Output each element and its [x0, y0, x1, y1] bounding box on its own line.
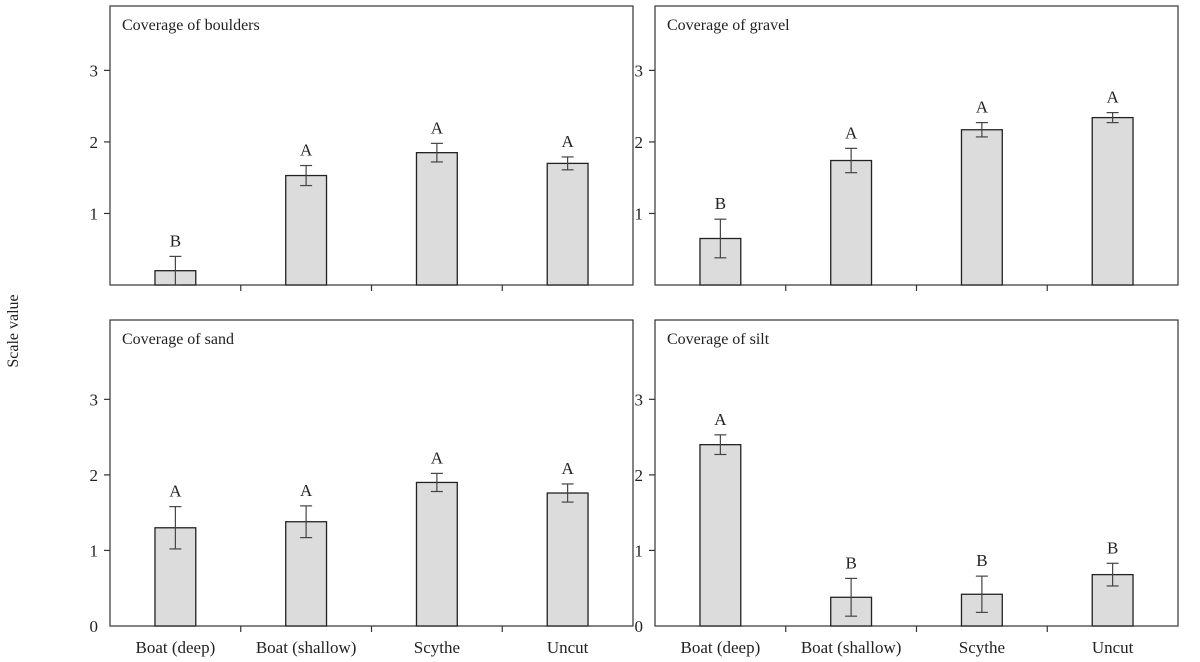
panel-title: Coverage of silt [667, 331, 770, 348]
significance-letter: A [431, 448, 444, 467]
panel-title: Coverage of gravel [667, 17, 790, 34]
x-tick-label: Boat (deep) [680, 638, 760, 657]
significance-letter: A [431, 118, 444, 137]
y-tick-label: 2 [90, 466, 99, 485]
bar [285, 174, 328, 286]
bar [546, 492, 589, 627]
y-tick-label: 0 [635, 617, 644, 636]
y-tick-label: 1 [90, 541, 99, 560]
bar [699, 444, 742, 627]
x-tick-label: Boat (shallow) [256, 638, 357, 657]
panel-title: Coverage of sand [122, 331, 234, 348]
y-tick-label: 1 [635, 204, 644, 223]
y-tick-label: 3 [635, 61, 644, 80]
y-tick-label: 2 [635, 466, 644, 485]
y-tick-label: 1 [90, 204, 99, 223]
bar [960, 129, 1003, 286]
bar [415, 152, 458, 286]
significance-letter: A [714, 410, 727, 429]
chart-panel-4: Coverage of silt 0 1 2 3 A Boat (deep) B Boat (s… [635, 319, 1179, 657]
significance-letter: B [715, 194, 726, 213]
x-tick-label: Scythe [414, 638, 460, 657]
significance-letter: B [976, 551, 987, 570]
significance-letter: A [845, 123, 858, 142]
bar [415, 481, 458, 627]
bar [546, 162, 589, 286]
x-tick-label: Uncut [547, 638, 589, 657]
y-tick-label: 3 [90, 390, 99, 409]
chart-panel-2: Coverage of gravel 1 2 3 B A A A [635, 5, 1179, 291]
significance-letter: A [300, 141, 313, 160]
y-tick-label: 2 [90, 133, 99, 152]
bar [285, 521, 328, 627]
bar [830, 159, 873, 286]
significance-letter: A [561, 459, 574, 478]
x-tick-label: Boat (deep) [135, 638, 215, 657]
chart-panel-1: Coverage of boulders 1 2 3 B A A A [90, 5, 634, 291]
significance-letter: A [1106, 88, 1119, 107]
x-tick-label: Scythe [959, 638, 1005, 657]
significance-letter: B [845, 553, 856, 572]
significance-letter: A [300, 481, 313, 500]
y-tick-label: 2 [635, 133, 644, 152]
significance-letter: B [170, 231, 181, 250]
y-tick-label: 0 [90, 617, 99, 636]
panel-title: Coverage of boulders [122, 17, 260, 34]
y-axis-label: Scale value [5, 294, 22, 367]
y-tick-label: 3 [90, 61, 99, 80]
significance-letter: A [976, 98, 989, 117]
chart-panel-3: Coverage of sand 0 1 2 3 A Boat (deep) A Boat (s… [90, 319, 634, 657]
x-tick-label: Uncut [1092, 638, 1134, 657]
significance-letter: A [561, 132, 574, 151]
y-tick-label: 1 [635, 541, 644, 560]
significance-letter: A [169, 482, 182, 501]
x-tick-label: Boat (shallow) [801, 638, 902, 657]
significance-letter: B [1107, 538, 1118, 557]
y-tick-label: 3 [635, 390, 644, 409]
bar [1091, 116, 1134, 286]
